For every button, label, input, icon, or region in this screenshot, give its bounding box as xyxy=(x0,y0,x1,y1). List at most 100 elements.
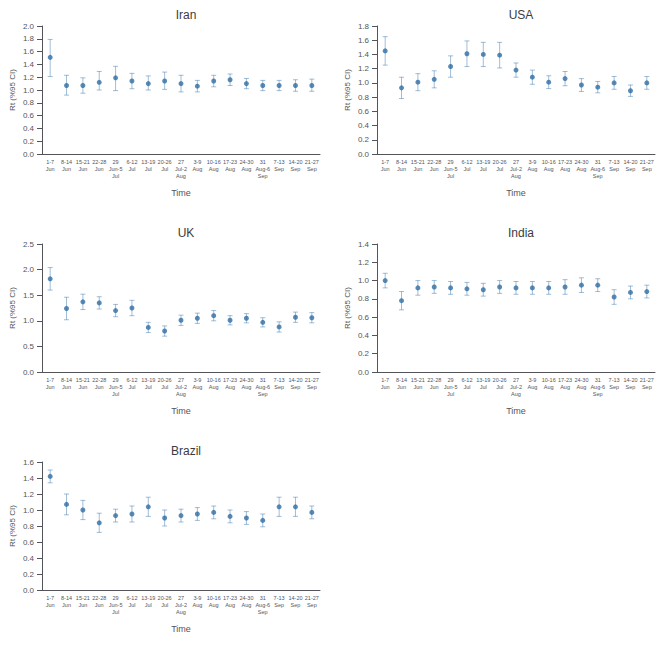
svg-text:Sep: Sep xyxy=(626,384,636,390)
svg-text:1.6: 1.6 xyxy=(23,47,35,56)
svg-text:8-14: 8-14 xyxy=(396,159,407,165)
svg-text:1-7: 1-7 xyxy=(381,377,389,383)
svg-text:1.0: 1.0 xyxy=(23,506,35,515)
svg-text:0.0: 0.0 xyxy=(358,150,370,159)
svg-text:Aug: Aug xyxy=(511,173,521,179)
svg-text:1.5: 1.5 xyxy=(23,291,35,300)
svg-text:3-9: 3-9 xyxy=(193,377,201,383)
svg-text:13-19: 13-19 xyxy=(141,595,155,601)
svg-text:Jul: Jul xyxy=(145,602,152,608)
svg-text:Sep: Sep xyxy=(274,602,284,608)
svg-text:UK: UK xyxy=(178,226,195,240)
svg-text:1.0: 1.0 xyxy=(358,276,370,285)
svg-text:Jul: Jul xyxy=(145,166,152,172)
svg-text:29: 29 xyxy=(113,595,119,601)
svg-text:1-7: 1-7 xyxy=(46,595,54,601)
svg-text:Jun: Jun xyxy=(397,166,406,172)
svg-text:21-27: 21-27 xyxy=(305,377,319,383)
svg-text:24-30: 24-30 xyxy=(239,159,253,165)
svg-text:Jun: Jun xyxy=(413,384,422,390)
svg-text:Jul: Jul xyxy=(496,166,503,172)
svg-text:10-16: 10-16 xyxy=(207,595,221,601)
svg-text:0.6: 0.6 xyxy=(23,111,35,120)
svg-text:27: 27 xyxy=(178,159,184,165)
svg-text:Jun: Jun xyxy=(95,166,104,172)
svg-text:Rt (%95 CI): Rt (%95 CI) xyxy=(343,287,352,329)
svg-text:22-28: 22-28 xyxy=(427,159,441,165)
svg-text:Rt (%95 CI): Rt (%95 CI) xyxy=(8,69,17,111)
svg-text:Jul: Jul xyxy=(128,602,135,608)
svg-text:22-28: 22-28 xyxy=(427,377,441,383)
svg-text:8-14: 8-14 xyxy=(61,377,72,383)
svg-text:Sep: Sep xyxy=(258,609,268,615)
svg-text:0.2: 0.2 xyxy=(358,349,370,358)
svg-text:1.0: 1.0 xyxy=(23,86,35,95)
svg-text:Jun: Jun xyxy=(413,166,422,172)
svg-text:Aug-6: Aug-6 xyxy=(590,384,605,390)
svg-text:Jul-2: Jul-2 xyxy=(175,602,187,608)
svg-text:1.4: 1.4 xyxy=(23,60,35,69)
svg-text:Jun-5: Jun-5 xyxy=(444,384,458,390)
svg-text:13-19: 13-19 xyxy=(476,377,490,383)
svg-text:0.8: 0.8 xyxy=(23,98,35,107)
svg-text:24-30: 24-30 xyxy=(574,159,588,165)
svg-text:Jun: Jun xyxy=(46,602,55,608)
svg-text:15-21: 15-21 xyxy=(411,159,425,165)
svg-text:Time: Time xyxy=(171,406,191,416)
svg-text:24-30: 24-30 xyxy=(574,377,588,383)
svg-text:3-9: 3-9 xyxy=(193,159,201,165)
svg-text:0.0: 0.0 xyxy=(358,368,370,377)
svg-text:USA: USA xyxy=(509,8,534,22)
svg-text:20-26: 20-26 xyxy=(158,595,172,601)
svg-text:Aug: Aug xyxy=(544,384,554,390)
svg-text:20-26: 20-26 xyxy=(158,159,172,165)
svg-text:Jul: Jul xyxy=(447,391,454,397)
svg-text:Sep: Sep xyxy=(291,602,301,608)
svg-text:Aug: Aug xyxy=(225,166,235,172)
svg-text:0.4: 0.4 xyxy=(23,124,35,133)
svg-text:1.2: 1.2 xyxy=(358,258,370,267)
svg-text:Sep: Sep xyxy=(291,166,301,172)
svg-text:Jul: Jul xyxy=(496,384,503,390)
svg-text:31: 31 xyxy=(260,377,266,383)
svg-text:8-14: 8-14 xyxy=(396,377,407,383)
svg-text:1.4: 1.4 xyxy=(358,50,370,59)
svg-text:1.2: 1.2 xyxy=(23,490,35,499)
svg-text:1.8: 1.8 xyxy=(358,22,370,31)
svg-text:0.8: 0.8 xyxy=(358,294,370,303)
svg-text:Jun: Jun xyxy=(78,602,87,608)
svg-text:3-9: 3-9 xyxy=(193,595,201,601)
svg-text:Sep: Sep xyxy=(274,166,284,172)
svg-text:10-16: 10-16 xyxy=(207,159,221,165)
svg-text:31: 31 xyxy=(595,377,601,383)
svg-text:31: 31 xyxy=(595,159,601,165)
svg-text:Sep: Sep xyxy=(593,391,603,397)
svg-text:Sep: Sep xyxy=(274,384,284,390)
svg-text:10-16: 10-16 xyxy=(542,159,556,165)
svg-text:0.0: 0.0 xyxy=(23,150,35,159)
svg-text:14-20: 14-20 xyxy=(623,377,637,383)
svg-text:2.0: 2.0 xyxy=(23,22,35,31)
svg-text:Jul-2: Jul-2 xyxy=(510,384,522,390)
svg-text:Aug: Aug xyxy=(242,166,252,172)
svg-text:27: 27 xyxy=(178,595,184,601)
svg-text:Rt (%95 CI): Rt (%95 CI) xyxy=(8,505,17,547)
svg-text:7-13: 7-13 xyxy=(274,595,285,601)
svg-text:8-14: 8-14 xyxy=(61,159,72,165)
svg-text:Jun: Jun xyxy=(381,384,390,390)
svg-text:1.6: 1.6 xyxy=(358,36,370,45)
svg-text:Sep: Sep xyxy=(609,384,619,390)
svg-text:15-21: 15-21 xyxy=(411,377,425,383)
svg-text:1.8: 1.8 xyxy=(23,34,35,43)
svg-text:0.8: 0.8 xyxy=(358,93,370,102)
svg-text:21-27: 21-27 xyxy=(640,159,654,165)
svg-text:3-9: 3-9 xyxy=(528,159,536,165)
svg-text:Aug: Aug xyxy=(209,602,219,608)
svg-text:14-20: 14-20 xyxy=(623,159,637,165)
svg-text:Jun: Jun xyxy=(62,384,71,390)
svg-text:0.4: 0.4 xyxy=(358,121,370,130)
svg-text:Jul: Jul xyxy=(480,166,487,172)
svg-text:20-26: 20-26 xyxy=(493,377,507,383)
svg-text:Aug: Aug xyxy=(242,384,252,390)
svg-text:Aug: Aug xyxy=(560,166,570,172)
